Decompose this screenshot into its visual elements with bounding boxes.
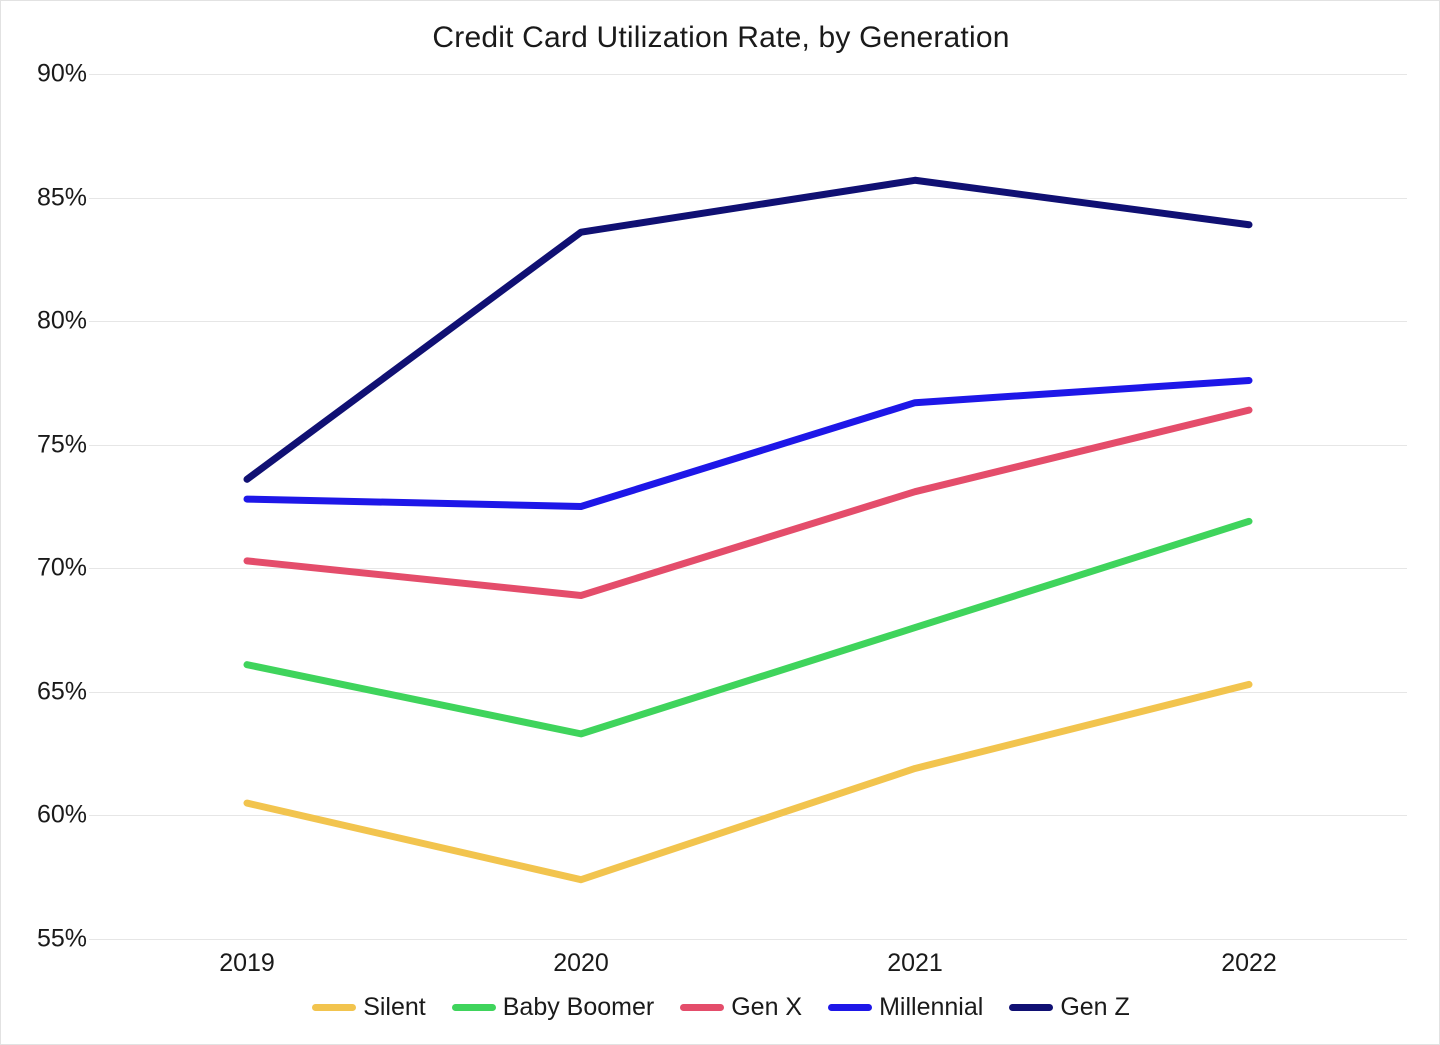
gridline [89,321,1407,323]
y-axis-tick-label: 55% [36,924,87,953]
legend-swatch-icon [451,1004,496,1011]
legend-item-gen-z[interactable]: Gen Z [1009,993,1130,1022]
legend-swatch-icon [1009,1004,1054,1011]
y-axis-tick-label: 80% [36,306,87,335]
legend-swatch-icon [680,1004,725,1011]
series-lines [243,176,1253,884]
x-axis-tick-label: 2021 [887,949,943,977]
legend-item-label: Gen X [731,993,803,1021]
x-axis-tick-label: 2022 [1221,949,1277,977]
legend-item-millennial[interactable]: Millennial [828,993,983,1022]
legend: Silent Baby Boomer Gen X Millennial Gen Z [1,993,1439,1022]
gridline [89,74,1407,75]
x-axis: 2019 2020 2021 2022 [89,949,1407,989]
legend-item-gen-x[interactable]: Gen X [680,993,802,1022]
legend-item-label: Millennial [879,993,984,1021]
y-axis-tick-label: 75% [36,430,87,459]
legend-item-label: Baby Boomer [502,993,655,1021]
y-axis: 90% 85% 80% 75% 70% 65% 60% 55% [1,1,87,1044]
x-axis-tick-label: 2020 [553,949,609,977]
y-axis-tick-label: 65% [36,677,87,706]
y-axis-tick-label: 85% [36,183,87,212]
gridline [89,691,1407,693]
plot-area [89,74,1407,940]
legend-item-label: Silent [363,993,426,1021]
series-line-silent [243,680,1253,884]
legend-item-baby-boomer[interactable]: Baby Boomer [451,993,655,1022]
gridline [89,568,1407,570]
gridline [89,444,1407,446]
series-line-gen-z [243,176,1253,483]
gridline [89,939,1407,940]
series-line-millennial [243,376,1253,510]
series-line-gen-x [243,406,1253,599]
legend-swatch-icon [828,1004,873,1011]
y-axis-tick-label: 60% [36,800,87,829]
gridline [89,815,1407,817]
gridline [89,197,1407,199]
page-title: Credit Card Utilization Rate, by Generat… [432,21,1010,54]
series-line-baby-boomer [243,517,1253,738]
legend-item-label: Gen Z [1060,993,1130,1021]
x-axis-tick-label: 2019 [219,949,275,977]
y-axis-tick-label: 90% [36,59,87,88]
legend-swatch-icon [312,1004,357,1011]
y-axis-tick-label: 70% [36,553,87,582]
legend-item-silent[interactable]: Silent [312,993,426,1022]
